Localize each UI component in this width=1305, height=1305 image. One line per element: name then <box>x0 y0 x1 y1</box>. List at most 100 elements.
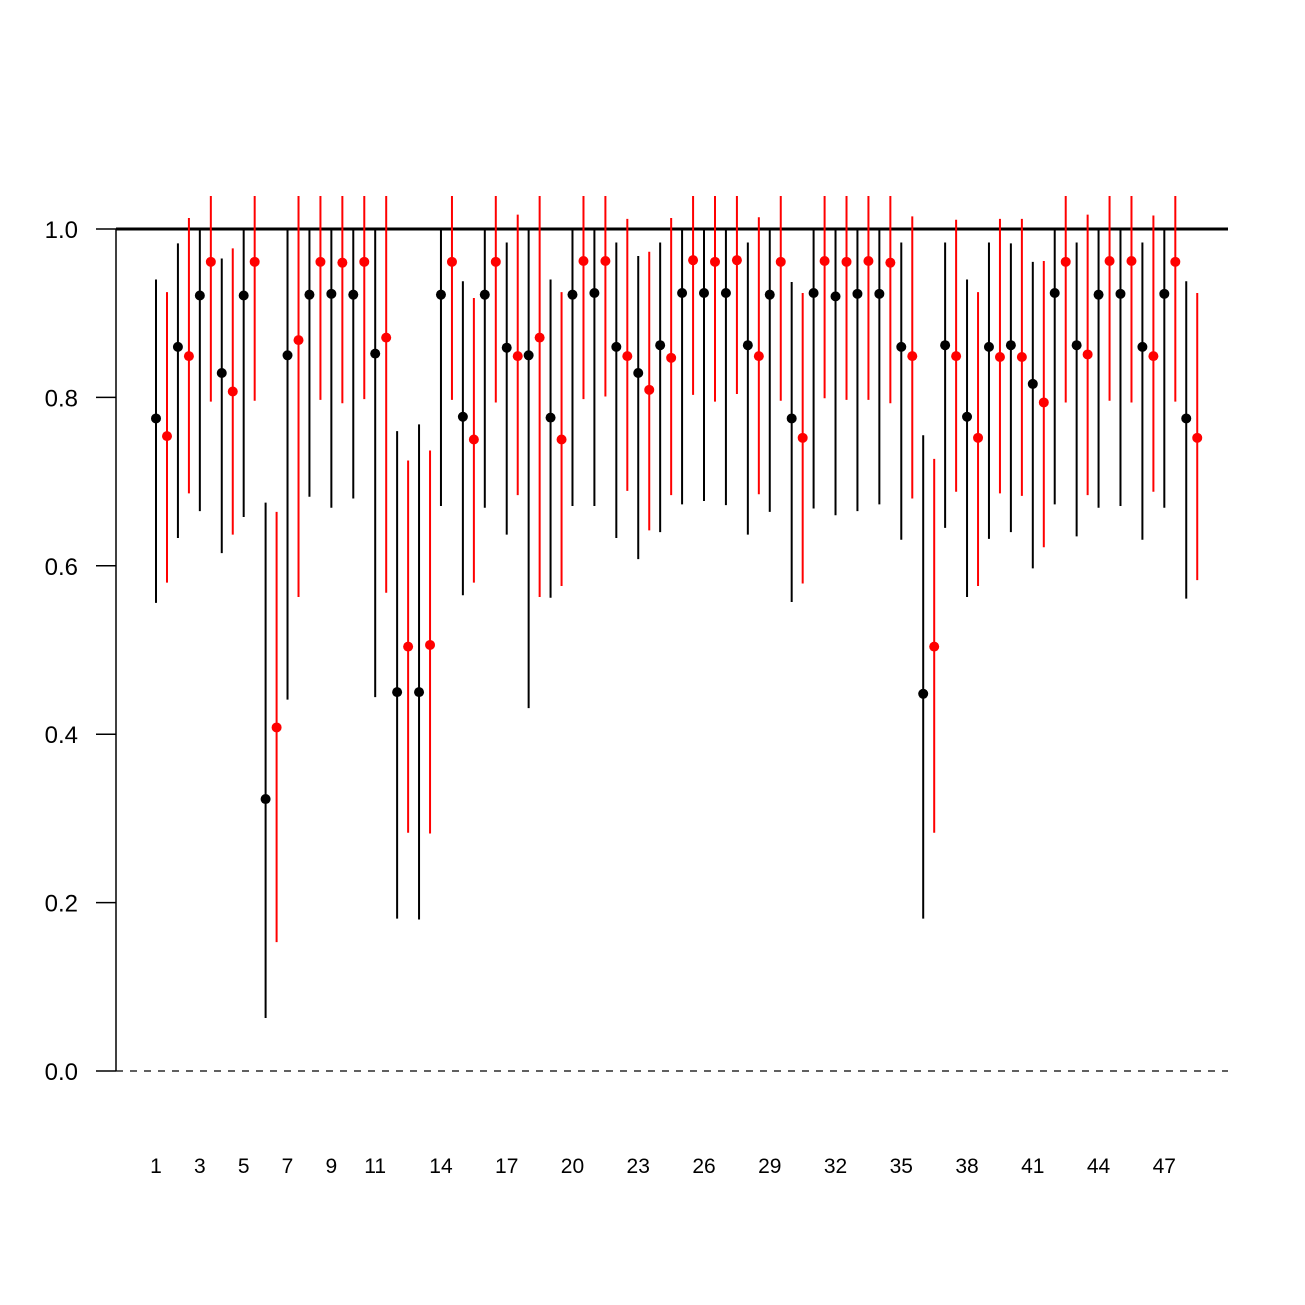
data-point <box>797 432 808 443</box>
data-point <box>644 384 655 395</box>
data-point <box>611 341 622 352</box>
data-point <box>1082 349 1093 360</box>
y-tick-label: 1.0 <box>45 217 78 244</box>
y-axis: 0.0 0.2 0.4 0.6 0.8 1.0 <box>45 217 117 1086</box>
data-point <box>1137 341 1148 352</box>
data-point <box>1115 288 1126 299</box>
data-point <box>578 255 589 266</box>
y-tick-label: 0.0 <box>45 1059 78 1086</box>
x-tick-label: 7 <box>282 1155 294 1178</box>
x-tick-label: 44 <box>1087 1155 1111 1178</box>
data-point <box>490 256 501 267</box>
data-point <box>1192 432 1203 443</box>
data-point <box>435 289 446 300</box>
data-point <box>655 340 666 351</box>
data-point <box>1159 288 1170 299</box>
data-point <box>1181 413 1192 424</box>
y-tick-label: 0.2 <box>45 891 78 918</box>
points <box>151 255 1203 805</box>
x-tick-label: 17 <box>495 1155 518 1178</box>
data-point <box>162 431 172 442</box>
data-point <box>260 794 271 805</box>
data-point <box>589 287 600 298</box>
data-point <box>764 289 775 300</box>
data-point <box>753 351 764 362</box>
data-point <box>238 290 249 301</box>
data-point <box>786 413 797 424</box>
data-point <box>1104 255 1115 266</box>
data-point <box>359 256 370 267</box>
x-tick-label: 20 <box>561 1155 584 1178</box>
data-point <box>830 291 841 302</box>
data-point <box>315 256 326 267</box>
x-tick-label: 38 <box>955 1155 978 1178</box>
data-point <box>918 688 929 699</box>
data-point <box>326 288 337 299</box>
data-point <box>479 289 490 300</box>
y-tick-label: 0.6 <box>45 554 78 581</box>
data-point <box>1126 255 1137 266</box>
data-point <box>457 411 468 422</box>
data-point <box>567 289 578 300</box>
data-point <box>677 287 688 298</box>
data-point <box>556 434 567 445</box>
x-tick-label: 1 <box>150 1155 162 1178</box>
x-tick-label: 29 <box>758 1155 781 1178</box>
data-point <box>1038 397 1049 408</box>
data-point <box>501 342 512 353</box>
x-tick-label: 23 <box>627 1155 650 1178</box>
data-point <box>205 256 216 267</box>
data-point <box>249 256 260 267</box>
data-point <box>874 288 885 299</box>
x-tick-label: 3 <box>194 1155 206 1178</box>
data-point <box>370 348 381 359</box>
data-point <box>808 287 819 298</box>
data-point <box>446 256 457 267</box>
data-point <box>151 413 161 424</box>
x-tick-label: 35 <box>890 1155 913 1178</box>
data-point <box>293 335 304 346</box>
data-point <box>983 341 994 352</box>
data-point <box>172 341 183 352</box>
data-point <box>183 351 194 362</box>
data-point <box>994 351 1005 362</box>
x-tick-label: 9 <box>326 1155 338 1178</box>
data-point <box>600 255 611 266</box>
data-point <box>973 432 984 443</box>
data-point <box>622 351 633 362</box>
data-point <box>710 256 720 267</box>
data-point <box>688 255 699 266</box>
data-point <box>1148 351 1159 362</box>
data-point <box>1093 289 1104 300</box>
data-point <box>425 639 436 650</box>
data-point <box>337 257 348 268</box>
data-point <box>1060 256 1071 267</box>
data-point <box>1049 287 1060 298</box>
x-tick-label: 11 <box>364 1155 386 1178</box>
data-point <box>216 367 227 378</box>
x-tick-label: 32 <box>824 1155 847 1178</box>
x-tick-label: 47 <box>1153 1155 1176 1178</box>
data-point <box>512 351 523 362</box>
data-point <box>951 351 962 362</box>
x-tick-label: 14 <box>429 1155 453 1178</box>
data-point <box>731 255 742 266</box>
data-point <box>534 332 545 343</box>
data-point <box>194 290 205 301</box>
x-tick-label: 41 <box>1021 1155 1044 1178</box>
data-point <box>545 412 556 423</box>
data-point <box>819 255 830 266</box>
data-point <box>896 341 907 352</box>
data-point <box>271 722 282 733</box>
data-point <box>282 350 293 361</box>
data-point <box>863 255 874 266</box>
data-point <box>1170 256 1181 267</box>
data-point <box>381 332 392 343</box>
data-point <box>775 256 786 267</box>
data-point <box>1016 351 1027 362</box>
x-tick-label: 5 <box>238 1155 250 1178</box>
data-point <box>1005 340 1016 351</box>
data-point <box>666 352 677 363</box>
error-bars <box>155 196 1199 1018</box>
